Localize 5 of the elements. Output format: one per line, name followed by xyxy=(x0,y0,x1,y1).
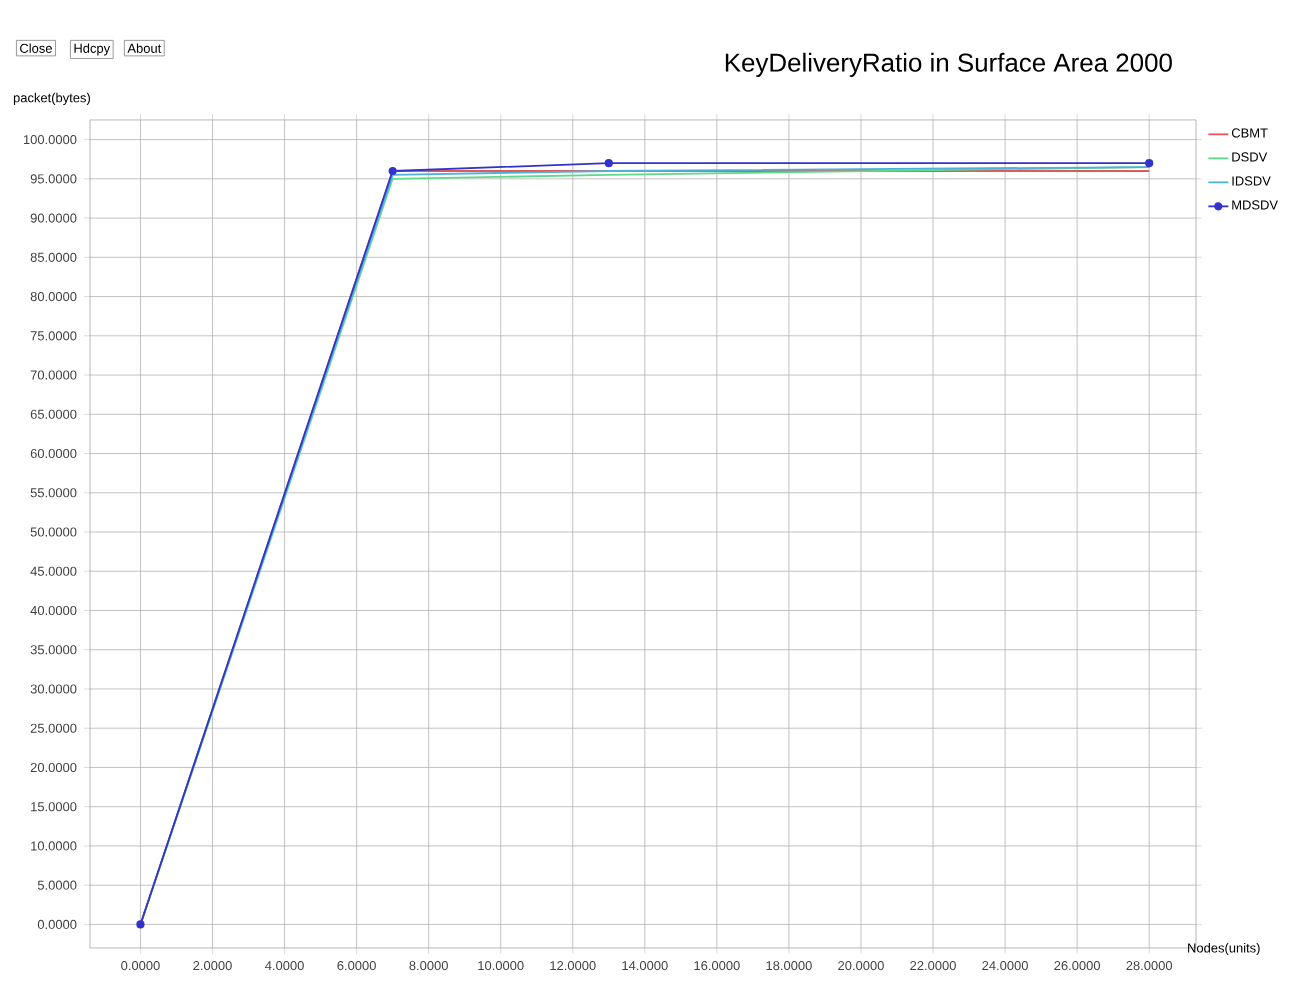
chart-title: KeyDeliveryRatio in Surface Area 2000 xyxy=(725,52,1172,77)
point xyxy=(136,920,145,929)
point xyxy=(388,166,397,176)
point xyxy=(604,159,613,168)
point xyxy=(1145,159,1154,168)
